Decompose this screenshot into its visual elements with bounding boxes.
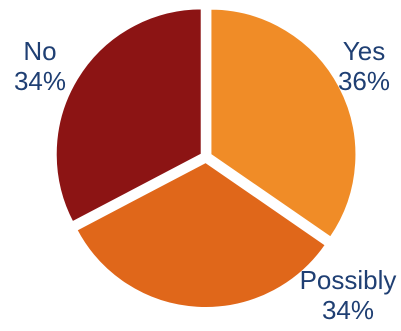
slice-label-possibly: Possibly 34% <box>296 265 400 325</box>
slice-name-no: No <box>23 36 57 66</box>
slice-name-yes: Yes <box>342 36 386 66</box>
slice-percent-no: 34% <box>13 66 67 96</box>
slice-label-yes: Yes 36% <box>332 36 396 96</box>
pie-slice-yes <box>209 7 358 240</box>
pie-slice-no <box>54 7 203 224</box>
slice-name-possibly: Possibly <box>299 265 397 295</box>
pie-slice-possibly <box>75 160 328 309</box>
slice-label-no: No 34% <box>8 36 72 96</box>
slice-percent-yes: 36% <box>337 66 391 96</box>
slice-percent-possibly: 34% <box>321 295 375 325</box>
